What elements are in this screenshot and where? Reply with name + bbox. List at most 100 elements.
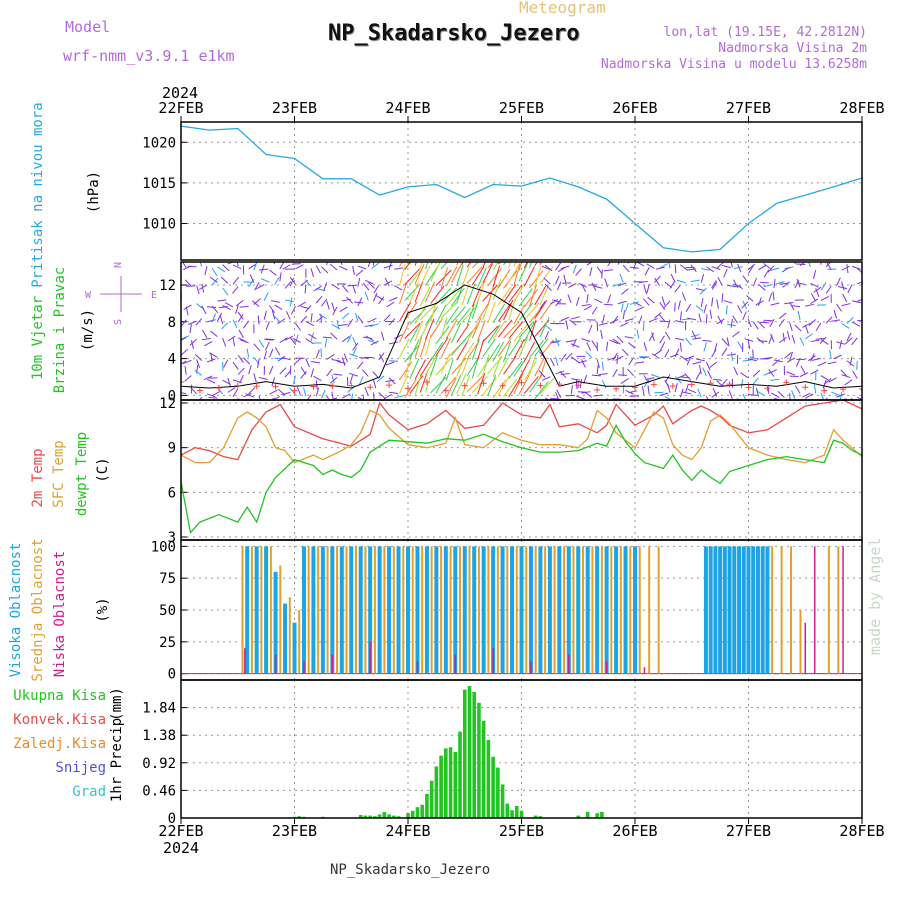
cloud-bar — [245, 546, 250, 674]
wind-barb — [419, 265, 431, 287]
wind-barb — [625, 302, 629, 312]
wind-barb — [612, 338, 621, 345]
wind-barb — [534, 285, 547, 306]
wind-barb — [246, 348, 250, 358]
wind-barb — [414, 374, 422, 396]
wind-barb — [451, 287, 465, 307]
wind-barb — [372, 371, 380, 379]
wind-barb — [782, 332, 785, 342]
wind-barb — [767, 265, 775, 273]
wind-barb — [399, 361, 413, 381]
wind-barb — [451, 322, 462, 344]
wind-barb — [232, 276, 240, 285]
wind-barb — [629, 266, 639, 269]
wind-barb — [770, 267, 780, 271]
wind-barb — [409, 358, 420, 379]
wind-barb — [581, 303, 591, 307]
wind-barb — [315, 315, 324, 323]
wind-barb — [763, 356, 773, 360]
wind-barb — [758, 283, 766, 291]
wind-barb — [187, 265, 197, 268]
wind-barb — [534, 299, 548, 319]
cloud-bar — [288, 597, 291, 674]
cloud-bar — [492, 648, 494, 674]
wind-barb — [206, 319, 216, 323]
wind-barb — [570, 356, 579, 363]
cloud-bar — [657, 546, 660, 674]
precip-axis-unit: (mm) — [109, 687, 125, 721]
wind-barb — [852, 370, 858, 379]
wind-barb — [552, 299, 561, 303]
wind-barb — [555, 262, 562, 271]
wind-barb — [292, 338, 301, 343]
cloud-bar — [402, 546, 405, 674]
wind-barb — [628, 342, 636, 349]
wind-barb — [603, 303, 613, 306]
wind-barb — [797, 310, 801, 320]
cloud-bar — [623, 546, 628, 674]
wind-barb — [659, 301, 666, 310]
wind-barb — [224, 302, 234, 308]
wind-barb — [217, 266, 226, 273]
wind-barb — [721, 378, 728, 387]
wind-barb — [326, 262, 328, 266]
wind-axis-name: 10m Vjetar — [30, 296, 46, 380]
wind-barb — [430, 285, 445, 304]
wind-barb — [794, 385, 801, 394]
wind-barb — [367, 281, 375, 289]
wind-barb — [451, 305, 466, 324]
wind-barb — [239, 305, 249, 308]
xtick-bottom-label: 24FEB — [385, 822, 430, 840]
wind-barb — [201, 283, 205, 293]
wind-barb — [612, 282, 622, 287]
wind-barb — [497, 286, 512, 306]
wind-barb — [747, 393, 758, 396]
cloud-bar — [330, 546, 335, 674]
wind-barb — [341, 312, 350, 320]
wind-barb — [318, 313, 327, 320]
wind-barb — [789, 393, 791, 400]
wind-barb — [668, 262, 671, 269]
wind-barb — [343, 353, 348, 363]
wind-barb — [820, 295, 830, 302]
precip-bar — [514, 806, 519, 818]
mid-cloud-axis-name: Srednja Oblacnost — [30, 538, 46, 681]
wind-barb — [223, 359, 229, 368]
wind-barb — [482, 354, 490, 376]
wind-barb — [747, 318, 752, 328]
wind-barb — [201, 338, 211, 341]
wind-barb — [733, 366, 739, 376]
cloud-bar — [383, 546, 386, 674]
cloud-bar — [506, 546, 509, 674]
wind-barb — [183, 304, 192, 311]
wind-barb — [349, 374, 354, 384]
wind-barb — [333, 373, 343, 376]
wind-barb — [378, 352, 385, 361]
wind-barb — [763, 284, 773, 288]
wind-barb — [349, 372, 359, 377]
wind-barb — [181, 379, 182, 380]
wind-barb — [508, 262, 512, 268]
cloud-bar — [373, 546, 376, 674]
wind-barb — [675, 337, 685, 341]
wind-barb — [820, 338, 829, 345]
wind-barb — [362, 394, 365, 400]
wind-barb — [831, 391, 840, 396]
wind-barb — [617, 300, 627, 305]
cloud-bar — [813, 546, 816, 674]
wind-barb — [236, 262, 239, 267]
wind-barb — [324, 338, 328, 348]
cloud-bar — [837, 546, 840, 674]
wind-barb — [726, 337, 730, 347]
cloud-bar — [581, 546, 584, 674]
wind-barb — [716, 299, 719, 309]
cloud-bar — [339, 546, 344, 674]
low-cloud-axis-name: Niska Oblacnost — [52, 551, 68, 677]
wind-barb — [461, 342, 475, 362]
wind-barb — [271, 377, 276, 387]
wind-barb — [663, 300, 671, 309]
wind-barb — [492, 303, 506, 323]
wind-barb — [603, 269, 613, 272]
cloud-bar — [519, 546, 524, 674]
wind-barb — [409, 375, 424, 394]
